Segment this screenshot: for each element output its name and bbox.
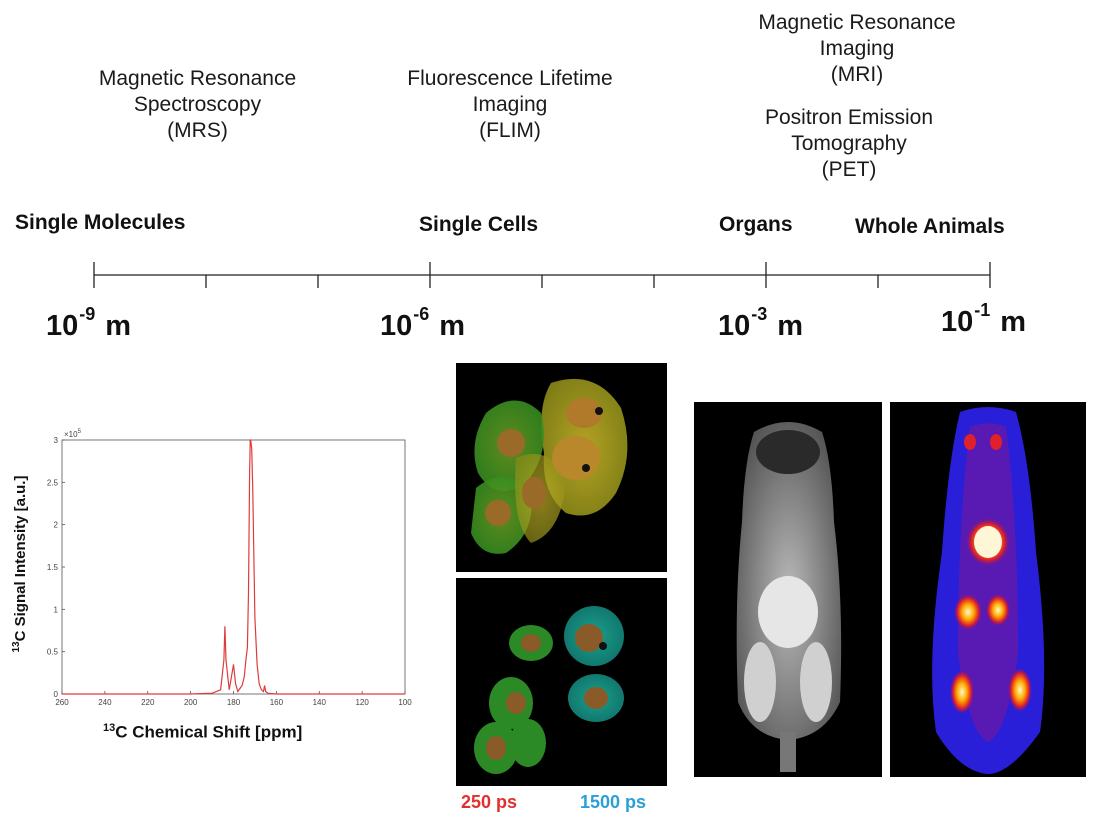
technique-flim-line3: (FLIM) — [479, 119, 541, 142]
y-tick-label: 2.5 — [47, 478, 59, 487]
x-tick-label: 240 — [98, 698, 112, 707]
technique-mri-line3: (MRI) — [830, 63, 884, 86]
x-tick-label: 220 — [141, 698, 155, 707]
technique-mrs-line2: Spectroscopy — [133, 93, 262, 116]
technique-mrs-line1: Magnetic Resonance — [98, 67, 297, 90]
scale-single-molecules: Single Molecules — [15, 211, 186, 234]
flim-image-250ps — [456, 363, 667, 572]
magnitude-base: 10 — [46, 310, 79, 342]
mri-image — [694, 402, 882, 777]
x-tick-label: 140 — [313, 698, 327, 707]
technique-pet-line2: Tomography — [791, 132, 907, 155]
flim-cells-yellow — [471, 378, 628, 554]
scale-whole-animals: Whole Animals — [855, 215, 1005, 238]
spectrum-x-label-text: C Chemical Shift [ppm] — [115, 722, 303, 742]
flim-image-1500ps — [456, 578, 667, 786]
spectrum-y-label-sup: 13 — [11, 641, 22, 653]
technique-flim-line2: Imaging — [472, 93, 548, 116]
spectrum-axes: 260 240 220 200 180 160 140 120 100 0 0.5 1 1.5 2 2.5 3 — [47, 436, 412, 707]
magnitude-exp: -9 — [79, 304, 96, 324]
plot-frame — [61, 439, 406, 695]
mri-mouse-body — [736, 422, 842, 772]
magnitude-unit: m — [1000, 306, 1027, 338]
spectrum-x-label-sup: 13 — [103, 722, 116, 734]
technique-pet-line3: (PET) — [821, 158, 877, 181]
x-tick-label: 120 — [355, 698, 369, 707]
technique-mri-line1: Magnetic Resonance — [758, 11, 956, 34]
y-multiplier: ×105 — [64, 429, 82, 439]
mrs-spectrum-chart: 260 240 220 200 180 160 140 120 100 0 0.5 1 1.5 2 2.5 3… — [47, 429, 412, 707]
technique-mrs: Magnetic Resonance Spectroscopy (MRS) — [60, 66, 335, 144]
technique-mri: Magnetic Resonance Imaging (MRI) — [722, 10, 992, 88]
technique-mrs-line3: (MRS) — [167, 119, 228, 142]
y-tick-label: 1 — [54, 605, 59, 614]
scale-organs: Organs — [719, 213, 793, 236]
y-tick-label: 0 — [54, 690, 59, 699]
magnitude-exp: -3 — [751, 304, 768, 324]
magnitude-base: 10 — [380, 310, 413, 342]
spectrum-series-line — [62, 439, 405, 695]
y-tick-label: 3 — [54, 436, 59, 445]
magnitude-1e-3: 10-3 m — [718, 304, 804, 343]
x-tick-label: 100 — [398, 698, 412, 707]
y-tick-label: 2 — [54, 521, 59, 530]
magnitude-1e-9: 10-9 m — [46, 304, 132, 343]
spectrum-y-label-text: C Signal Intensity [a.u.] — [12, 475, 29, 642]
magnitude-1e-6: 10-6 m — [380, 304, 466, 343]
magnitude-1e-1: 10-1 m — [941, 300, 1027, 339]
scale-axis — [93, 262, 991, 288]
flim-caption-250ps: 250 ps — [461, 792, 518, 812]
pet-mouse-body — [932, 407, 1045, 774]
technique-flim-line1: Fluorescence Lifetime — [407, 67, 613, 90]
magnitude-base: 10 — [718, 310, 751, 342]
technique-pet: Positron Emission Tomography (PET) — [714, 105, 984, 183]
flim-cells-green — [474, 606, 624, 774]
spectrum-x-label: 13C Chemical Shift [ppm] — [103, 722, 302, 743]
scale-single-cells: Single Cells — [419, 213, 539, 236]
x-tick-label: 180 — [227, 698, 241, 707]
magnitude-exp: -6 — [413, 304, 430, 324]
magnitude-unit: m — [439, 310, 466, 342]
magnitude-unit: m — [777, 310, 804, 342]
technique-mri-line2: Imaging — [819, 37, 895, 60]
y-tick-label: 0.5 — [47, 648, 59, 657]
magnitude-unit: m — [105, 310, 132, 342]
magnitude-base: 10 — [941, 306, 974, 338]
magnitude-exp: -1 — [974, 300, 991, 320]
x-tick-label: 260 — [55, 698, 69, 707]
x-tick-label: 200 — [184, 698, 198, 707]
x-tick-label: 160 — [270, 698, 284, 707]
pet-image — [890, 402, 1086, 777]
flim-caption-1500ps: 1500 ps — [580, 792, 647, 812]
technique-pet-line1: Positron Emission — [764, 106, 934, 129]
y-tick-label: 1.5 — [47, 563, 59, 572]
technique-flim: Fluorescence Lifetime Imaging (FLIM) — [375, 66, 645, 144]
spectrum-y-label: 13C Signal Intensity [a.u.] — [11, 454, 29, 674]
